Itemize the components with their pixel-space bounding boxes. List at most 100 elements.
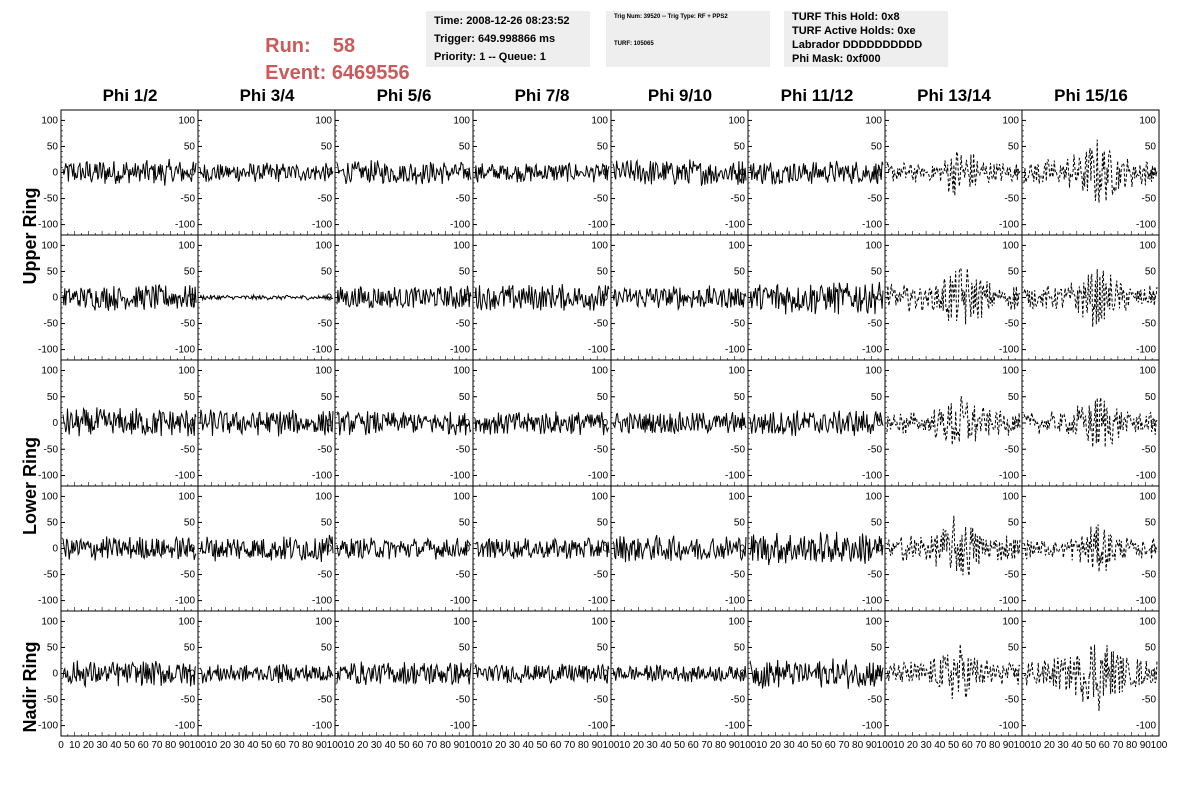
y-tick-label: -100	[312, 220, 332, 231]
y-tick-label: 50	[597, 517, 609, 528]
y-tick-label: 50	[597, 392, 609, 403]
y-tick-label: -100	[999, 345, 1019, 356]
x-tick-label: 20	[220, 740, 232, 751]
y-tick-label: 0	[1013, 168, 1019, 179]
x-tick-label: 10	[893, 740, 905, 751]
turf-text: TURF: 105065	[614, 41, 654, 47]
waveform-line	[612, 534, 747, 563]
y-tick-label: 50	[459, 141, 471, 152]
x-tick-label: 80	[302, 740, 314, 751]
y-tick-label: 100	[865, 240, 882, 251]
y-tick-label: -100	[725, 596, 745, 607]
y-tick-label: -100	[450, 471, 470, 482]
trigger-info-box: Trig Num: 39520 -- Trig Type: RF + PPS2 …	[606, 11, 770, 67]
waveform-line	[199, 162, 334, 183]
y-tick-label: 100	[865, 115, 882, 126]
y-tick-label: 50	[184, 642, 196, 653]
waveform-line	[749, 658, 884, 689]
x-tick-label: 60	[412, 740, 424, 751]
waveform-line	[1023, 644, 1158, 712]
x-tick-label: 40	[385, 740, 397, 751]
y-tick-label: 100	[1139, 115, 1156, 126]
y-tick-label: -100	[588, 471, 608, 482]
y-tick-label: -100	[450, 596, 470, 607]
waveform-line	[62, 660, 197, 689]
y-tick-label: 100	[1002, 115, 1019, 126]
x-tick-label: 70	[288, 740, 300, 751]
y-tick-label: -50	[456, 319, 471, 330]
y-tick-label: 100	[865, 491, 882, 502]
x-tick-label: 20	[83, 740, 95, 751]
y-tick-label: 100	[315, 366, 332, 377]
y-tick-label: 0	[326, 418, 332, 429]
y-tick-label: 0	[739, 544, 745, 555]
y-tick-label: 0	[1150, 544, 1156, 555]
y-tick-label: -50	[181, 194, 196, 205]
waveform-line	[749, 160, 884, 185]
waveform-line	[62, 284, 197, 311]
y-tick-label: 100	[315, 240, 332, 251]
panel-frame	[884, 359, 1023, 487]
y-tick-label: -50	[456, 570, 471, 581]
waveform-line	[336, 285, 472, 309]
x-tick-label: 70	[1112, 740, 1124, 751]
waveform-line	[612, 158, 747, 187]
waveform-line	[1023, 524, 1158, 572]
y-tick-label: 50	[459, 266, 471, 277]
y-tick-label: 50	[47, 642, 59, 653]
x-tick-label: 60	[825, 740, 837, 751]
y-tick-label: -100	[175, 596, 195, 607]
y-tick-label: 100	[178, 240, 195, 251]
waveform-line	[612, 285, 747, 312]
y-tick-label: -50	[44, 444, 59, 455]
y-tick-label: -50	[731, 444, 746, 455]
y-tick-label: 100	[1139, 240, 1156, 251]
y-tick-label: -100	[1136, 596, 1156, 607]
x-tick-label: 50	[124, 740, 136, 751]
y-tick-label: 0	[464, 418, 470, 429]
y-tick-label: 50	[597, 266, 609, 277]
waveform-line	[336, 537, 472, 560]
waveform-line	[1023, 269, 1158, 327]
x-tick-label: 70	[701, 740, 713, 751]
run-label: Run: 58	[254, 12, 355, 58]
x-tick-label: 80	[440, 740, 452, 751]
y-tick-label: 100	[1002, 616, 1019, 627]
column-header: Phi 7/8	[514, 86, 570, 105]
x-tick-label: 100	[603, 740, 620, 751]
y-tick-label: -50	[868, 695, 883, 706]
turf-hold-text: TURF This Hold: 0x8	[792, 11, 900, 23]
y-tick-label: 100	[41, 616, 58, 627]
priority-text: Priority: 1 -- Queue: 1	[434, 51, 546, 63]
y-tick-label: 0	[52, 168, 58, 179]
y-tick-label: 50	[871, 642, 883, 653]
y-tick-label: -50	[594, 444, 609, 455]
y-tick-label: 100	[591, 115, 608, 126]
y-tick-label: -50	[318, 444, 333, 455]
y-tick-label: -50	[1005, 570, 1020, 581]
y-tick-label: 100	[41, 366, 58, 377]
y-tick-label: -50	[44, 319, 59, 330]
x-tick-label: 60	[138, 740, 150, 751]
y-tick-label: 50	[321, 141, 333, 152]
x-tick-label: 20	[633, 740, 645, 751]
y-tick-label: 100	[178, 616, 195, 627]
y-tick-label: 100	[41, 240, 58, 251]
x-tick-label: 30	[234, 740, 246, 751]
x-tick-label: 30	[921, 740, 933, 751]
